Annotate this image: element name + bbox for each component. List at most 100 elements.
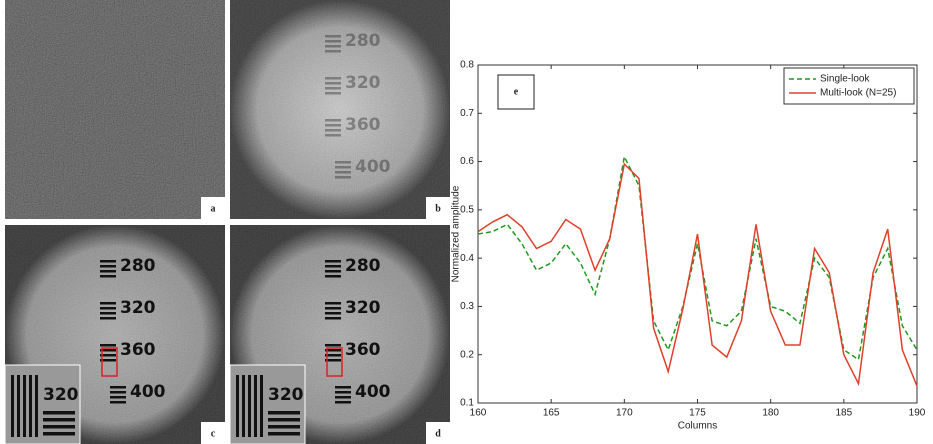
target-bar	[335, 401, 351, 404]
y-axis-label: Normalized amplitude	[451, 185, 462, 282]
target-bar	[325, 124, 341, 127]
target-bar	[325, 275, 341, 278]
inset-bar	[268, 418, 300, 422]
inset-bar	[248, 375, 251, 437]
inset-bar	[43, 411, 75, 415]
y-tick-label: 0.3	[460, 301, 474, 312]
target-label: 360	[345, 340, 381, 360]
inset-bar	[254, 375, 257, 437]
inset-bar	[260, 375, 263, 437]
target-bar	[325, 40, 341, 43]
x-tick-label: 160	[470, 408, 487, 419]
target-label: 320	[345, 298, 381, 318]
target-bar	[335, 176, 351, 179]
inset-label: 320	[268, 385, 304, 405]
target-bar	[110, 396, 126, 399]
image-panel: 280 320 360 400 320 d	[230, 225, 450, 444]
inset-bar	[43, 418, 75, 422]
x-tick-label: 175	[689, 408, 706, 419]
target-bar	[335, 166, 351, 169]
target-bar	[325, 45, 341, 48]
target-bar	[325, 35, 341, 38]
target-label: 320	[345, 73, 381, 93]
target-bar	[100, 275, 116, 278]
x-tick-label: 165	[543, 408, 560, 419]
target-bar	[335, 171, 351, 174]
inset-bar	[11, 375, 14, 437]
target-label: 320	[120, 298, 156, 318]
target-bar	[335, 391, 351, 394]
speckle	[230, 0, 450, 219]
target-bar	[325, 134, 341, 137]
legend-label: Single-look	[820, 74, 870, 85]
figure: a 280 320 360 400 b 280 320 360 400 320 c 280 320 360 4…	[0, 0, 933, 444]
target-bar	[325, 344, 341, 347]
x-tick-label: 180	[762, 408, 779, 419]
x-tick-label: 185	[835, 408, 852, 419]
image-panel: a	[5, 0, 225, 219]
x-tick-label: 170	[616, 408, 633, 419]
inset-bar	[242, 375, 245, 437]
inset-bar	[29, 375, 32, 437]
target-label: 400	[130, 382, 166, 402]
target-bar	[100, 307, 116, 310]
target-bar	[100, 270, 116, 273]
inset-bar	[35, 375, 38, 437]
target-bar	[325, 307, 341, 310]
target-label: 400	[355, 157, 391, 177]
target-bar	[325, 77, 341, 80]
target-bar	[325, 119, 341, 122]
y-tick-label: 0.7	[460, 108, 474, 119]
inset-bar	[268, 425, 300, 429]
target-bar	[100, 317, 116, 320]
target-bar	[335, 386, 351, 389]
inset-bar	[23, 375, 26, 437]
target-bar	[325, 92, 341, 95]
image-panel: 280 320 360 400 320 c	[5, 225, 225, 444]
target-bar	[325, 87, 341, 90]
panel-label: d	[435, 428, 441, 439]
target-label: 280	[345, 256, 381, 276]
target-bar	[100, 265, 116, 268]
y-tick-label: 0.4	[460, 253, 474, 264]
image-panel: 280 320 360 400 b	[230, 0, 450, 219]
y-tick-label: 0.6	[460, 156, 474, 167]
target-bar	[325, 270, 341, 273]
target-bar	[100, 260, 116, 263]
target-bar	[325, 312, 341, 315]
inset-bar	[43, 425, 75, 429]
target-bar	[325, 302, 341, 305]
annotation: e	[514, 86, 519, 97]
target-bar	[100, 312, 116, 315]
x-axis-label: Columns	[678, 421, 717, 432]
target-bar	[100, 302, 116, 305]
target-bar	[335, 396, 351, 399]
inset-label: 320	[43, 385, 79, 405]
target-bar	[110, 401, 126, 404]
legend-label: Multi-look (N=25)	[820, 88, 896, 99]
y-tick-label: 0.8	[460, 60, 474, 71]
inset-bar	[43, 432, 75, 436]
target-bar	[110, 391, 126, 394]
y-tick-label: 0.2	[460, 349, 474, 360]
target-bar	[325, 265, 341, 268]
target-bar	[100, 344, 116, 347]
target-bar	[325, 82, 341, 85]
target-label: 400	[355, 382, 391, 402]
target-label: 360	[120, 340, 156, 360]
panel-label: b	[435, 203, 441, 214]
inset-bar	[268, 432, 300, 436]
target-label: 360	[345, 115, 381, 135]
target-bar	[325, 317, 341, 320]
panel-label: a	[211, 203, 216, 214]
y-tick-label: 0.5	[460, 204, 474, 215]
inset-bar	[236, 375, 239, 437]
target-label: 280	[345, 31, 381, 51]
target-bar	[335, 161, 351, 164]
target-label: 280	[120, 256, 156, 276]
target-bar	[110, 386, 126, 389]
speckle	[5, 0, 225, 219]
panel-label: c	[211, 428, 216, 439]
target-bar	[325, 260, 341, 263]
